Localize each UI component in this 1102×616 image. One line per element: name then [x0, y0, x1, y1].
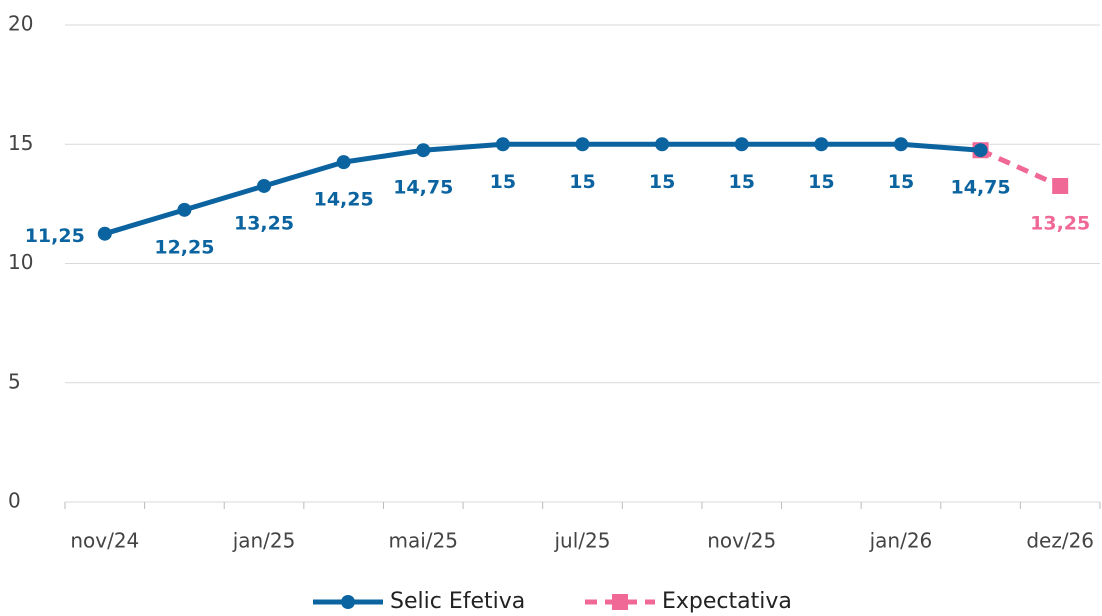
series-line [104, 141, 981, 237]
legend-label: Selic Efetiva [390, 589, 525, 614]
marker [655, 137, 670, 152]
x-tick-label: nov/24 [70, 529, 139, 553]
marker [973, 143, 988, 158]
data-label: 15 [729, 171, 755, 193]
y-tick-label: 10 [8, 250, 33, 274]
marker [336, 155, 351, 170]
data-label: 15 [808, 171, 834, 193]
y-tick-label: 20 [8, 12, 33, 36]
marker [97, 226, 112, 241]
y-tick-label: 15 [8, 131, 33, 155]
marker [257, 178, 272, 193]
x-tick-label: nov/25 [707, 529, 776, 553]
legend-marker [341, 595, 355, 609]
x-tick-label: jan/26 [869, 529, 933, 553]
x-tick-label: dez/26 [1026, 529, 1094, 553]
data-label: 15 [569, 171, 595, 193]
data-label: 14,75 [393, 177, 453, 199]
marker [734, 137, 749, 152]
legend-label: Expectativa [662, 589, 792, 614]
series-line [979, 147, 1062, 189]
data-label: 11,25 [25, 225, 85, 247]
marker [575, 137, 590, 152]
marker [416, 143, 431, 158]
x-tick-label: jan/25 [232, 529, 296, 553]
y-tick-label: 5 [8, 369, 21, 393]
marker [893, 137, 908, 152]
marker [177, 202, 192, 217]
data-label: 15 [888, 171, 914, 193]
marker [814, 137, 829, 152]
data-label: 14,25 [314, 189, 374, 211]
marker [1052, 177, 1069, 194]
legend-marker [612, 594, 628, 610]
data-label: 13,25 [1030, 212, 1090, 234]
x-tick-label: mai/25 [389, 529, 458, 553]
x-tick-label: jul/25 [554, 529, 611, 553]
data-label: 15 [649, 171, 675, 193]
y-tick-label: 0 [8, 489, 21, 513]
data-label: 12,25 [154, 236, 214, 258]
marker [495, 137, 510, 152]
data-label: 14,75 [951, 177, 1011, 199]
data-label: 13,25 [234, 212, 294, 234]
data-label: 15 [490, 171, 516, 193]
